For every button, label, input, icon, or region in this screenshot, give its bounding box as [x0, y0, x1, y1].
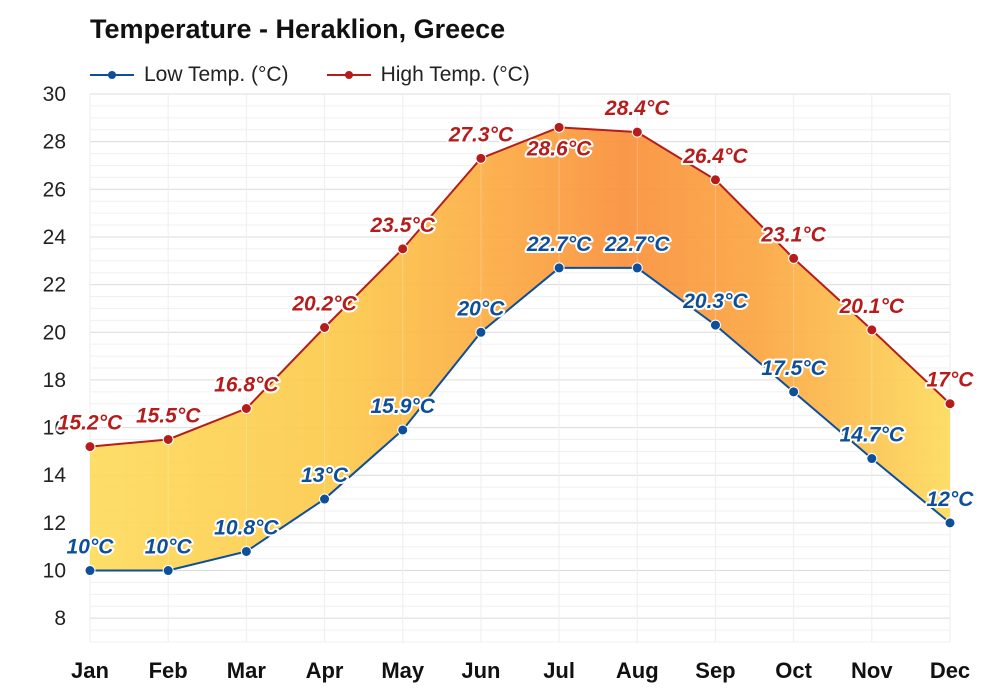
area-layer: [90, 127, 950, 571]
legend-item-high[interactable]: High Temp. (°C): [326, 63, 530, 87]
high-temp-label-aug: 28.4°C: [604, 97, 670, 120]
x-tick-label-dec: Dec: [930, 658, 970, 683]
x-tick-label-nov: Nov: [851, 658, 893, 683]
legend-marker-high: [326, 68, 371, 82]
high-temp-label-dec: 17°C: [927, 369, 975, 392]
low-temp-label-sep: 20.3°C: [682, 290, 748, 313]
low-temp-point-sep: [709, 319, 721, 331]
low-temp-label-jun: 20°C: [456, 297, 505, 320]
y-tick-label: 12: [43, 512, 66, 535]
low-temp-point-nov: [866, 453, 878, 465]
high-temp-label-jun: 27.3°C: [448, 123, 514, 146]
high-temp-label-sep: 26.4°C: [682, 145, 748, 168]
high-temp-point-mar: [240, 403, 252, 415]
x-tick-label-oct: Oct: [775, 658, 812, 683]
high-temp-point-jul: [553, 121, 565, 133]
high-temp-line: [89, 126, 951, 448]
high-temp-label-nov: 20.1°C: [839, 295, 905, 318]
high-temp-label-feb: 15.5°C: [136, 404, 201, 427]
low-temp-label-may: 15.9°C: [371, 395, 436, 418]
low-temp-point-jan: [84, 565, 96, 577]
high-temp-point-jan: [84, 441, 96, 453]
low-temp-label-jul: 22.7°C: [526, 233, 592, 256]
y-tick-label: 24: [43, 226, 67, 249]
low-temp-label-feb: 10°C: [145, 536, 193, 559]
low-temp-label-nov: 14.7°C: [840, 424, 905, 447]
x-tick-label-jan: Jan: [71, 658, 109, 683]
x-tick-label-mar: Mar: [227, 658, 267, 683]
x-tick-label-jun: Jun: [461, 658, 500, 683]
high-temp-point-feb: [162, 433, 174, 445]
y-tick-label: 18: [43, 369, 66, 392]
x-tick-label-may: May: [381, 658, 425, 683]
y-tick-label: 26: [43, 178, 66, 201]
label-layer: 10°C 10°C 10.8°C 13°C 15.9°C 20°C 22.7°C 22.7°C…: [56, 95, 977, 560]
low-temp-point-may: [397, 424, 409, 436]
x-tick-label-feb: Feb: [149, 658, 188, 683]
y-tick-label: 28: [43, 131, 66, 154]
high-temp-label-oct: 23.1°C: [760, 223, 826, 246]
high-temp-point-dec: [944, 398, 956, 410]
low-temp-point-oct: [788, 386, 800, 398]
low-temp-point-aug: [631, 262, 643, 274]
low-temp-label-aug: 22.7°C: [604, 233, 670, 256]
high-temp-point-jun: [475, 152, 487, 164]
high-temp-label-apr: 20.2°C: [291, 292, 357, 315]
low-temp-point-jul: [553, 262, 565, 274]
x-tick-label-sep: Sep: [695, 658, 735, 683]
legend-marker-low: [90, 68, 134, 82]
y-tick-label: 22: [43, 274, 66, 297]
tick-layer: 8 10 12 14 16 18 20 22 24 26 28 30 Jan Feb Mar Apr May Ju…: [43, 83, 971, 683]
y-tick-label: 30: [43, 83, 66, 106]
high-temp-point-nov: [866, 324, 878, 336]
low-temp-point-jun: [475, 326, 487, 338]
y-tick-label: 20: [43, 321, 66, 344]
low-temp-label-mar: 10.8°C: [214, 516, 279, 539]
low-temp-label-jan: 10°C: [67, 536, 115, 559]
high-temp-point-apr: [319, 321, 331, 333]
x-tick-label-aug: Aug: [616, 658, 659, 683]
high-temp-label-jul: 28.6°C: [526, 137, 592, 160]
chart-title: Temperature - Heraklion, Greece: [90, 14, 506, 44]
high-temp-label-jan: 15.2°C: [58, 412, 123, 435]
legend-label-low: Low Temp. (°C): [144, 63, 289, 86]
y-tick-label: 16: [43, 417, 66, 440]
low-temp-point-dec: [944, 517, 956, 529]
low-temp-line: [90, 266, 951, 572]
low-temp-point-feb: [162, 565, 174, 577]
low-temp-label-dec: 12°C: [927, 488, 975, 511]
y-tick-label: 10: [43, 560, 66, 583]
y-tick-label: 8: [54, 607, 66, 630]
line-layer: [84, 121, 956, 577]
high-temp-point-aug: [631, 126, 643, 138]
x-tick-label-jul: Jul: [543, 658, 575, 683]
legend: Low Temp. (°C) High Temp. (°C): [90, 62, 568, 88]
x-tick-label-apr: Apr: [306, 658, 344, 683]
legend-label-high: High Temp. (°C): [380, 63, 530, 86]
low-temp-point-apr: [319, 493, 331, 505]
high-temp-label-may: 23.5°C: [370, 214, 436, 237]
low-temp-label-apr: 13°C: [301, 464, 349, 487]
low-temp-label-oct: 17.5°C: [761, 357, 826, 380]
range-area: [90, 127, 950, 571]
high-temp-point-may: [397, 243, 409, 255]
y-tick-label: 14: [43, 464, 67, 487]
high-temp-point-sep: [709, 174, 721, 186]
high-temp-label-mar: 16.8°C: [214, 374, 279, 397]
low-temp-point-mar: [240, 545, 252, 557]
high-temp-point-oct: [788, 252, 800, 264]
legend-item-low[interactable]: Low Temp. (°C): [90, 63, 289, 87]
